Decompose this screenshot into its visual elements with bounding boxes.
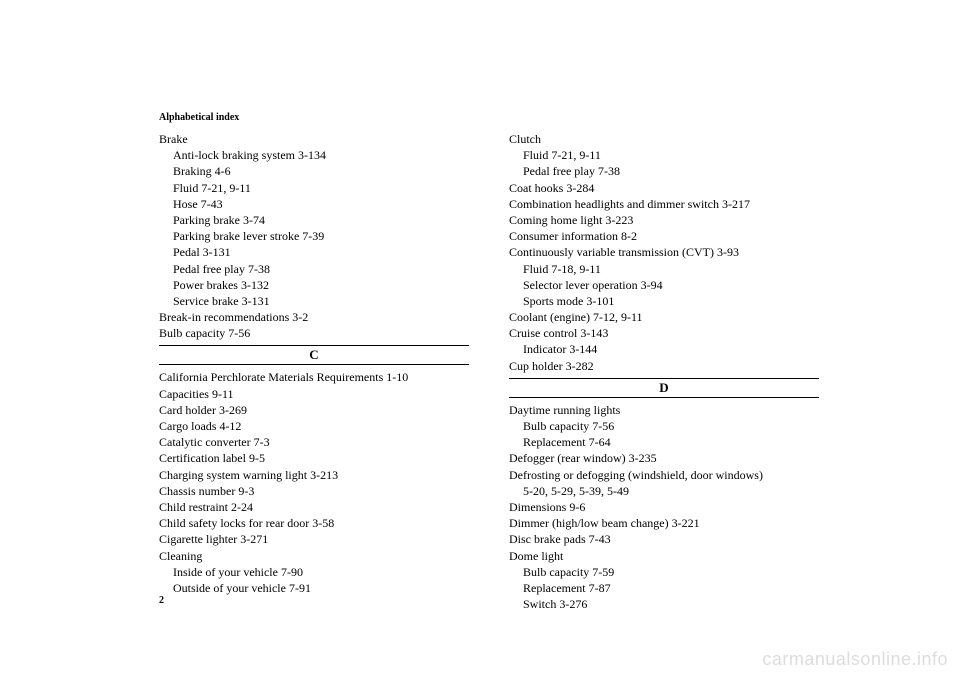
index-entry: Pedal free play 7-38 — [509, 163, 819, 179]
index-entry: Disc brake pads 7-43 — [509, 531, 819, 547]
index-entry: Fluid 7-21, 9-11 — [159, 180, 469, 196]
index-entry: Pedal free play 7-38 — [159, 261, 469, 277]
page-content: Alphabetical index BrakeAnti-lock brakin… — [0, 0, 960, 612]
page-number: 2 — [159, 595, 164, 606]
left-block-2: California Perchlorate Materials Require… — [159, 369, 469, 596]
left-block-1: BrakeAnti-lock braking system 3-134Braki… — [159, 131, 469, 341]
watermark: carmanualsonline.info — [762, 649, 948, 670]
index-entry: Sports mode 3-101 — [509, 293, 819, 309]
right-block-1: ClutchFluid 7-21, 9-11Pedal free play 7-… — [509, 131, 819, 374]
index-entry: Hose 7-43 — [159, 196, 469, 212]
index-columns: BrakeAnti-lock braking system 3-134Braki… — [159, 131, 960, 612]
index-entry: Clutch — [509, 131, 819, 147]
index-entry: Catalytic converter 7-3 — [159, 434, 469, 450]
index-entry: Power brakes 3-132 — [159, 277, 469, 293]
index-entry: Fluid 7-18, 9-11 — [509, 261, 819, 277]
index-entry: Cleaning — [159, 548, 469, 564]
left-column: BrakeAnti-lock braking system 3-134Braki… — [159, 131, 469, 612]
page-header: Alphabetical index — [159, 112, 960, 123]
index-entry: Consumer information 8-2 — [509, 228, 819, 244]
index-entry: Continuously variable transmission (CVT)… — [509, 244, 819, 260]
section-letter-d: D — [509, 378, 819, 398]
index-entry: Certification label 9-5 — [159, 450, 469, 466]
index-entry: Bulb capacity 7-56 — [159, 325, 469, 341]
index-entry: Cup holder 3-282 — [509, 358, 819, 374]
index-entry: Chassis number 9-3 — [159, 483, 469, 499]
index-entry: Selector lever operation 3-94 — [509, 277, 819, 293]
index-entry: Bulb capacity 7-59 — [509, 564, 819, 580]
index-entry: Coat hooks 3-284 — [509, 180, 819, 196]
index-entry: Card holder 3-269 — [159, 402, 469, 418]
section-letter-c: C — [159, 345, 469, 365]
index-entry: Brake — [159, 131, 469, 147]
index-entry: Parking brake lever stroke 7-39 — [159, 228, 469, 244]
index-entry: Cargo loads 4-12 — [159, 418, 469, 434]
index-entry: Child restraint 2-24 — [159, 499, 469, 515]
index-entry: Fluid 7-21, 9-11 — [509, 147, 819, 163]
index-entry: Combination headlights and dimmer switch… — [509, 196, 819, 212]
index-entry: Coming home light 3-223 — [509, 212, 819, 228]
index-entry: Dome light — [509, 548, 819, 564]
index-entry: Outside of your vehicle 7-91 — [159, 580, 469, 596]
right-block-2: Daytime running lightsBulb capacity 7-56… — [509, 402, 819, 612]
index-entry: Replacement 7-64 — [509, 434, 819, 450]
index-entry: Bulb capacity 7-56 — [509, 418, 819, 434]
index-entry: Capacities 9-11 — [159, 386, 469, 402]
index-entry: Defrosting or defogging (windshield, doo… — [509, 467, 819, 483]
index-entry: Cigarette lighter 3-271 — [159, 531, 469, 547]
index-entry: Indicator 3-144 — [509, 341, 819, 357]
index-entry: Daytime running lights — [509, 402, 819, 418]
index-entry: Parking brake 3-74 — [159, 212, 469, 228]
index-entry: Cruise control 3-143 — [509, 325, 819, 341]
index-entry: Coolant (engine) 7-12, 9-11 — [509, 309, 819, 325]
index-entry: Pedal 3-131 — [159, 244, 469, 260]
index-entry: Braking 4-6 — [159, 163, 469, 179]
index-entry: Charging system warning light 3-213 — [159, 467, 469, 483]
index-entry: California Perchlorate Materials Require… — [159, 369, 469, 385]
index-entry: Defogger (rear window) 3-235 — [509, 450, 819, 466]
index-entry: Child safety locks for rear door 3-58 — [159, 515, 469, 531]
right-column: ClutchFluid 7-21, 9-11Pedal free play 7-… — [509, 131, 819, 612]
index-entry: Anti-lock braking system 3-134 — [159, 147, 469, 163]
index-entry: Dimmer (high/low beam change) 3-221 — [509, 515, 819, 531]
index-entry: Service brake 3-131 — [159, 293, 469, 309]
index-entry: Dimensions 9-6 — [509, 499, 819, 515]
index-entry: Inside of your vehicle 7-90 — [159, 564, 469, 580]
index-entry: Break-in recommendations 3-2 — [159, 309, 469, 325]
index-entry: Switch 3-276 — [509, 596, 819, 612]
index-entry: 5-20, 5-29, 5-39, 5-49 — [509, 483, 819, 499]
index-entry: Replacement 7-87 — [509, 580, 819, 596]
